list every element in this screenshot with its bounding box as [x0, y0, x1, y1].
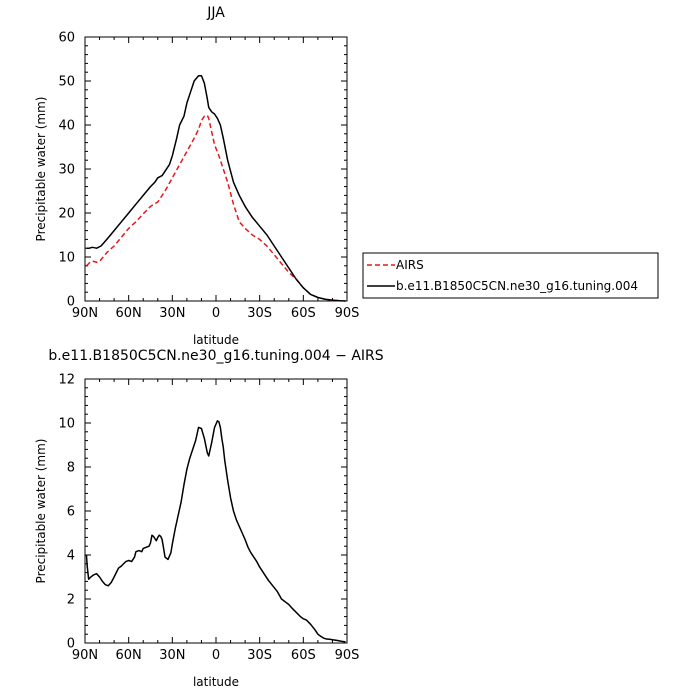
top-y-tick-label: 50: [58, 75, 75, 90]
top-plot-xlabel: latitude: [193, 333, 239, 347]
bottom-y-tick-label: 4: [67, 549, 75, 564]
legend-label-model: b.e11.B1850C5CN.ne30_g16.tuning.004: [396, 279, 638, 293]
top-plot-frame: [84, 36, 348, 302]
bottom-series-line-0: [85, 420, 346, 643]
bottom-plot-title: b.e11.B1850C5CN.ne30_g16.tuning.004 − AI…: [48, 348, 383, 364]
bottom-plot-ylabel: Precipitable water (mm): [34, 439, 48, 584]
top-y-tick-label: 60: [58, 31, 75, 46]
top-plot-series: [85, 74, 346, 302]
top-x-tick-label: 30S: [247, 306, 272, 321]
bottom-y-tick-label: 2: [67, 593, 75, 608]
top-y-tick-label: 10: [58, 251, 75, 266]
bottom-x-tick-label: 60S: [291, 648, 316, 663]
bottom-plot: b.e11.B1850C5CN.ne30_g16.tuning.004 − AI…: [34, 348, 384, 689]
top-y-tick-label: 0: [67, 295, 75, 310]
bottom-plot-ticks: 90N 60N 30N 0 30S 60S 90S 0 2 4 6 8 10 12: [58, 373, 359, 664]
top-x-tick-label: 0: [212, 306, 220, 321]
bottom-plot-frame: [84, 378, 348, 644]
top-series-line-1: [86, 74, 346, 302]
top-series-line-0: [85, 114, 346, 302]
bottom-y-tick-label: 6: [67, 505, 75, 520]
bottom-x-tick-label: 60N: [116, 648, 142, 663]
top-plot-ticks: 90N 60N 30N 0 30S 60S 90S 0 10 20 30 40 50 60: [58, 31, 359, 322]
top-x-tick-label: 30N: [159, 306, 185, 321]
top-plot-title: JJA: [206, 5, 225, 21]
bottom-x-tick-label: 30N: [159, 648, 185, 663]
top-y-tick-label: 30: [58, 163, 75, 178]
top-x-tick-label: 60N: [116, 306, 142, 321]
bottom-plot-series: [85, 420, 346, 643]
bottom-y-tick-label: 0: [67, 637, 75, 652]
bottom-x-tick-label: 0: [212, 648, 220, 663]
top-y-tick-label: 20: [58, 207, 75, 222]
top-x-tick-label: 90S: [335, 306, 360, 321]
top-x-tick-label: 60S: [291, 306, 316, 321]
top-plot: JJA 90N 60N 30N 0 30S 60S 90S 0 10 20 30 40 50 60 lat…: [34, 5, 359, 347]
top-x-tick-label: 90N: [72, 306, 98, 321]
bottom-x-tick-label: 90N: [72, 648, 98, 663]
bottom-y-tick-label: 12: [58, 373, 75, 388]
legend-box: [362, 252, 659, 299]
top-y-tick-label: 40: [58, 119, 75, 134]
legend-label-airs: AIRS: [396, 258, 424, 272]
legend: AIRS b.e11.B1850C5CN.ne30_g16.tuning.004: [362, 252, 659, 299]
bottom-y-tick-label: 10: [58, 417, 75, 432]
bottom-plot-xlabel: latitude: [193, 675, 239, 689]
bottom-x-tick-label: 30S: [247, 648, 272, 663]
bottom-y-tick-label: 8: [67, 461, 75, 476]
bottom-x-tick-label: 90S: [335, 648, 360, 663]
top-plot-ylabel: Precipitable water (mm): [34, 97, 48, 242]
